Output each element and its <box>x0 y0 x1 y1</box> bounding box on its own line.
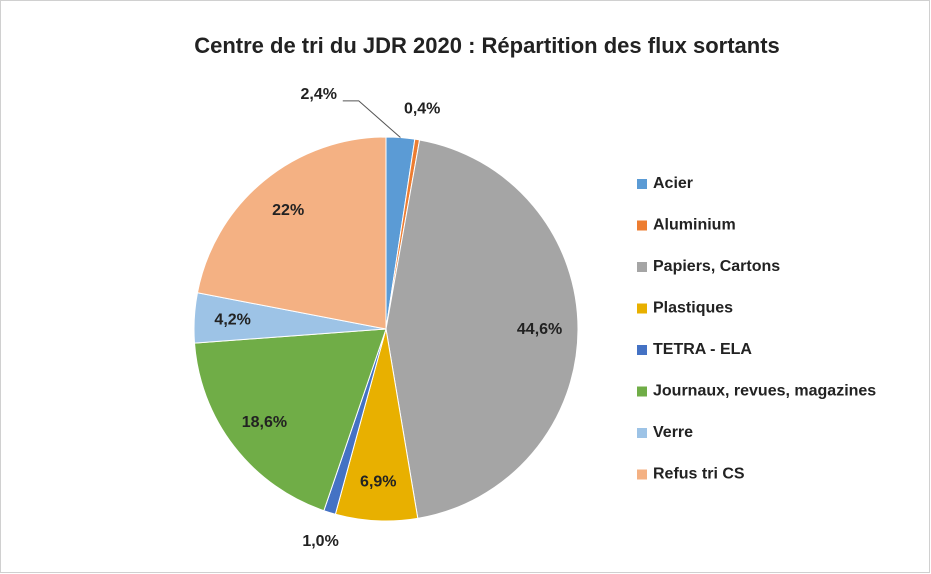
data-label: 4,2% <box>214 311 250 328</box>
legend-label: Journaux, revues, magazines <box>653 383 876 400</box>
data-label: 2,4% <box>301 86 337 103</box>
legend-label: Plastiques <box>653 300 733 317</box>
data-label: 0,4% <box>404 100 440 117</box>
pie-slice <box>196 136 387 330</box>
data-label: 18,6% <box>242 414 287 431</box>
pie-slice <box>385 139 579 519</box>
chart-title: Centre de tri du JDR 2020 : Répartition … <box>194 33 780 58</box>
legend-swatch <box>637 345 647 355</box>
legend-label: TETRA - ELA <box>653 341 752 358</box>
data-label: 1,0% <box>302 533 338 550</box>
legend-swatch <box>637 262 647 272</box>
legend-label: Verre <box>653 424 693 441</box>
data-label: 22% <box>272 202 304 219</box>
legend-label: Acier <box>653 175 693 192</box>
legend-swatch <box>637 179 647 189</box>
data-label: 6,9% <box>360 474 396 491</box>
data-label: 44,6% <box>517 321 562 338</box>
leader-line <box>342 100 401 138</box>
legend-label: Refus tri CS <box>653 466 745 483</box>
pie-slice <box>193 328 387 512</box>
legend-swatch <box>637 303 647 314</box>
legend-swatch <box>637 428 647 438</box>
legend-label: Papiers, Cartons <box>653 258 780 275</box>
legend-swatch <box>637 469 647 480</box>
legend-label: Aluminium <box>653 217 736 234</box>
legend-swatch <box>637 386 647 397</box>
legend-swatch <box>637 220 647 231</box>
